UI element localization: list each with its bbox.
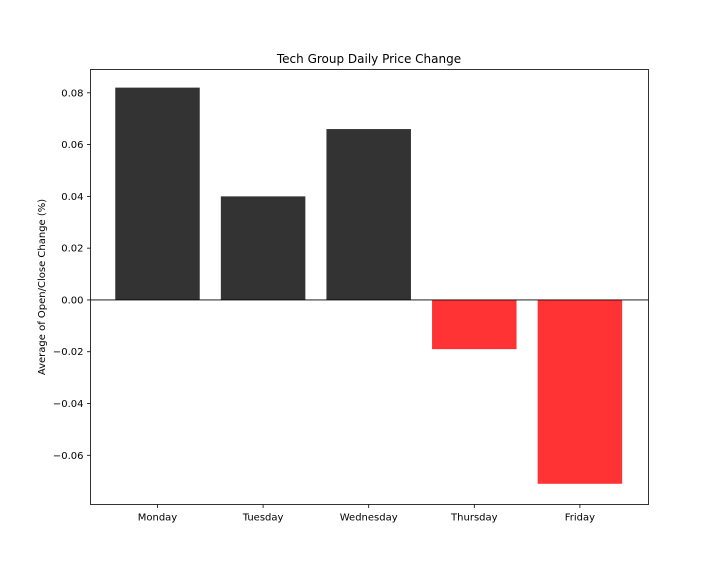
bar-thursday bbox=[432, 299, 517, 350]
bar-wednesday bbox=[326, 129, 411, 300]
x-tick-label: Monday bbox=[138, 513, 178, 524]
y-tick-label: −0.04 bbox=[53, 399, 84, 410]
plot-frame bbox=[90, 69, 649, 505]
bar-friday bbox=[537, 299, 623, 484]
y-tick-label: 0.02 bbox=[61, 244, 83, 255]
y-tick-label: 0.08 bbox=[61, 88, 83, 99]
y-axis-label: Average of Open/Close Change (%) bbox=[37, 199, 48, 375]
bar-monday bbox=[115, 87, 200, 300]
chart-title: Tech Group Daily Price Change bbox=[276, 52, 461, 66]
y-tick-label: 0.00 bbox=[61, 295, 83, 306]
y-tick-label: −0.06 bbox=[53, 451, 84, 462]
x-tick-label: Thursday bbox=[450, 513, 498, 524]
y-tick-label: 0.04 bbox=[61, 192, 83, 203]
y-tick-label: 0.06 bbox=[61, 140, 83, 151]
x-tick-label: Tuesday bbox=[242, 513, 284, 524]
bars-layer bbox=[115, 87, 623, 484]
x-tick-label: Wednesday bbox=[340, 513, 398, 524]
y-tick-label: −0.02 bbox=[53, 347, 84, 358]
ticks-layer: Monday Tuesday Wednesday Thursday Friday 0.08… bbox=[53, 88, 595, 523]
x-tick-label: Friday bbox=[565, 513, 595, 524]
bar-tuesday bbox=[220, 196, 306, 300]
